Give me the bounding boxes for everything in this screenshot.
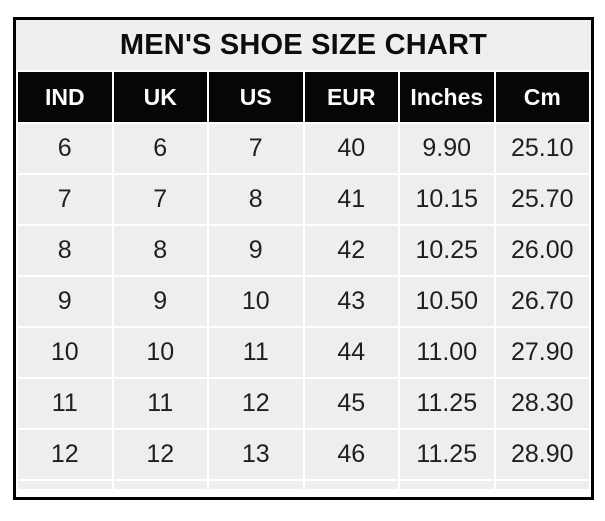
table-cell: 8 xyxy=(209,175,303,224)
column-header-cm: Cm xyxy=(495,72,589,122)
table-header: IND UK US EUR Inches Cm xyxy=(18,72,589,122)
table-row: 11 11 12 45 11.25 28.30 xyxy=(18,379,589,428)
table-cell: 10 xyxy=(18,328,112,377)
table-cell: 11.25 xyxy=(400,379,494,428)
table-cell: 6 xyxy=(18,124,112,173)
spacer-cell xyxy=(400,481,494,489)
table-cell: 25.70 xyxy=(495,175,589,224)
column-header-ind: IND xyxy=(18,72,112,122)
table-cell: 8 xyxy=(18,226,112,275)
table-cell: 41 xyxy=(304,175,398,224)
table-cell: 42 xyxy=(304,226,398,275)
table-cell: 7 xyxy=(209,124,303,173)
table-cell: 12 xyxy=(209,379,303,428)
column-header-us: US xyxy=(209,72,303,122)
table-cell: 10.25 xyxy=(400,226,494,275)
table-cell: 26.00 xyxy=(495,226,589,275)
table-cell: 10.15 xyxy=(400,175,494,224)
table-cell: 10.50 xyxy=(400,277,494,326)
table-row: 10 10 11 44 11.00 27.90 xyxy=(18,328,589,377)
table-cell: 11 xyxy=(18,379,112,428)
table-cell: 7 xyxy=(18,175,112,224)
table-row: 7 7 8 41 10.15 25.70 xyxy=(18,175,589,224)
spacer-cell xyxy=(209,481,303,489)
table-cell: 11 xyxy=(113,379,207,428)
size-table: IND UK US EUR Inches Cm 6 6 7 40 9.90 25.10 7 7… xyxy=(16,70,591,491)
table-cell: 44 xyxy=(304,328,398,377)
table-cell: 7 xyxy=(113,175,207,224)
spacer-cell xyxy=(18,481,112,489)
column-header-inches: Inches xyxy=(400,72,494,122)
column-header-eur: EUR xyxy=(304,72,398,122)
table-cell: 28.30 xyxy=(495,379,589,428)
table-cell: 11.25 xyxy=(400,430,494,479)
table-cell: 11.00 xyxy=(400,328,494,377)
table-row: 12 12 13 46 11.25 28.90 xyxy=(18,430,589,479)
table-cell: 10 xyxy=(209,277,303,326)
table-row: 6 6 7 40 9.90 25.10 xyxy=(18,124,589,173)
table-cell: 9 xyxy=(113,277,207,326)
table-cell: 9 xyxy=(209,226,303,275)
table-cell: 43 xyxy=(304,277,398,326)
table-cell: 10 xyxy=(113,328,207,377)
table-cell: 6 xyxy=(113,124,207,173)
chart-title: MEN'S SHOE SIZE CHART xyxy=(16,20,591,70)
table-cell: 46 xyxy=(304,430,398,479)
spacer-cell xyxy=(495,481,589,489)
spacer-cell xyxy=(304,481,398,489)
table-cell: 26.70 xyxy=(495,277,589,326)
spacer-cell xyxy=(113,481,207,489)
column-header-uk: UK xyxy=(113,72,207,122)
table-cell: 11 xyxy=(209,328,303,377)
table-cell: 9.90 xyxy=(400,124,494,173)
table-cell: 27.90 xyxy=(495,328,589,377)
header-row: IND UK US EUR Inches Cm xyxy=(18,72,589,122)
table-cell: 9 xyxy=(18,277,112,326)
table-cell: 8 xyxy=(113,226,207,275)
table-cell: 28.90 xyxy=(495,430,589,479)
spacer-row xyxy=(18,481,589,489)
table-cell: 12 xyxy=(18,430,112,479)
table-row: 8 8 9 42 10.25 26.00 xyxy=(18,226,589,275)
table-cell: 13 xyxy=(209,430,303,479)
shoe-size-chart: MEN'S SHOE SIZE CHART IND UK US EUR Inch… xyxy=(13,17,594,500)
table-cell: 12 xyxy=(113,430,207,479)
table-cell: 40 xyxy=(304,124,398,173)
table-cell: 25.10 xyxy=(495,124,589,173)
table-body: 6 6 7 40 9.90 25.10 7 7 8 41 10.15 25.70 8 8 9 42 10.25 2… xyxy=(18,124,589,489)
table-cell: 45 xyxy=(304,379,398,428)
table-row: 9 9 10 43 10.50 26.70 xyxy=(18,277,589,326)
